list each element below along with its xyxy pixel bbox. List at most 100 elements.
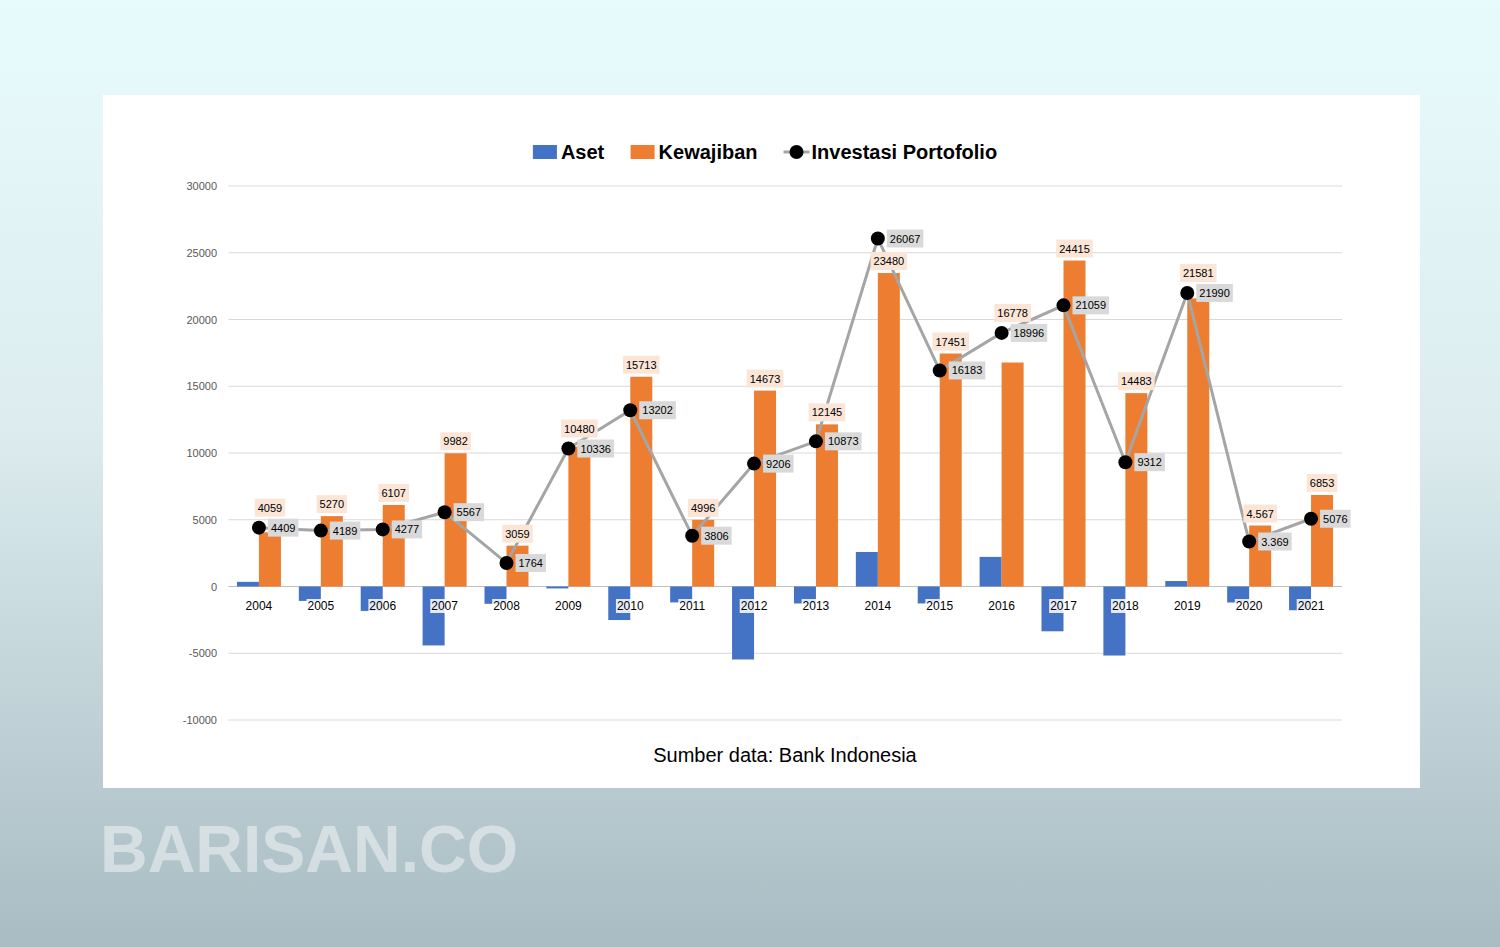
line-data-label: 16183 [952, 364, 983, 376]
line-data-label-box [1320, 510, 1350, 528]
x-tick-label: 2013 [803, 599, 830, 613]
label-patch [678, 599, 706, 613]
line-data-label: 4409 [271, 522, 295, 534]
bar-data-label-box [255, 499, 285, 517]
bar [878, 273, 900, 586]
legend-item: Aset [533, 141, 605, 163]
y-tick-label: 5000 [193, 514, 217, 526]
line-data-label-box [516, 554, 546, 572]
label-patch [1111, 599, 1140, 613]
x-tick-label: 2004 [246, 599, 273, 613]
label-patch [740, 599, 769, 613]
grid-line [228, 252, 1342, 253]
grid-line [228, 186, 1342, 187]
x-tick-label: 2010 [617, 599, 644, 613]
bar-data-label-box [994, 304, 1031, 322]
bar-data-label: 6853 [1310, 477, 1334, 489]
x-tick-label: 2021 [1298, 599, 1325, 613]
bar [546, 587, 568, 589]
bar-data-label-box [1307, 474, 1337, 492]
line-data-label-box [949, 361, 986, 379]
legend-swatch [790, 145, 804, 159]
y-tick-label: 20000 [186, 314, 217, 326]
bar-data-label: 21581 [1183, 267, 1214, 279]
grid-line [228, 386, 1342, 387]
line-data-label-box [330, 522, 360, 540]
line-data-label: 9206 [766, 458, 790, 470]
bar-data-label-box [1243, 505, 1277, 523]
legend-label: Investasi Portofolio [812, 141, 998, 163]
label-patch [306, 599, 335, 613]
plot-marks [237, 232, 1333, 660]
marker [685, 529, 699, 543]
bar-data-label: 4.567 [1246, 508, 1274, 520]
marker [252, 521, 266, 535]
bar [1165, 581, 1187, 586]
x-tick-label: 2015 [926, 599, 953, 613]
marker [500, 556, 514, 570]
bar-data-label: 5270 [320, 498, 344, 510]
bar [423, 587, 445, 646]
bar-data-label: 3059 [505, 528, 529, 540]
bar-data-label-box [809, 403, 846, 421]
bar-data-label-box [747, 370, 784, 388]
bar [383, 505, 405, 587]
line-data-label: 5567 [457, 506, 481, 518]
line-data-label-box [1258, 533, 1292, 551]
line-data-label-box [887, 230, 924, 248]
marker [438, 505, 452, 519]
bar [732, 587, 754, 660]
legend-item: Kewajiban [631, 141, 758, 163]
line-data-label: 10873 [828, 435, 859, 447]
line-data-label: 26067 [890, 233, 921, 245]
bar-data-label: 23480 [874, 255, 905, 267]
bar [980, 557, 1002, 587]
line-data-label: 21059 [1076, 299, 1107, 311]
marker [1118, 455, 1132, 469]
line-data-label: 4189 [333, 525, 357, 537]
line-data-label-box [577, 440, 614, 458]
y-tick-label: -10000 [183, 714, 217, 726]
x-tick-label: 2005 [307, 599, 334, 613]
x-tick-label: 2006 [369, 599, 396, 613]
label-patch [430, 599, 459, 613]
line-data-label-box [1073, 296, 1110, 314]
marker [1180, 286, 1194, 300]
bar-data-label-box [378, 484, 408, 502]
marker [809, 434, 823, 448]
bar-data-label-box [1056, 240, 1093, 258]
marker [314, 524, 328, 538]
watermark: BARISAN.CO [100, 812, 518, 886]
bar-data-label: 24415 [1059, 243, 1090, 255]
y-tick-label: 15000 [186, 380, 217, 392]
bar-data-label-box [317, 495, 347, 513]
bar-data-label: 14483 [1121, 375, 1152, 387]
x-tick-label: 2007 [431, 599, 458, 613]
bar-data-label-box [502, 525, 532, 543]
bar-data-label-box [688, 499, 718, 517]
marker [623, 403, 637, 417]
y-tick-label: 30000 [186, 180, 217, 192]
label-patch [368, 599, 397, 613]
x-tick-label: 2017 [1050, 599, 1077, 613]
bar [940, 354, 962, 587]
line-data-label: 3806 [704, 530, 728, 542]
label-patch [1297, 599, 1326, 613]
bar [1002, 363, 1024, 587]
line-data-label: 3.369 [1261, 536, 1289, 548]
bar-data-label: 16778 [997, 307, 1028, 319]
bar [237, 582, 259, 587]
bar [568, 447, 590, 587]
marker [1242, 535, 1256, 549]
y-tick-label: -5000 [189, 647, 217, 659]
marker [1304, 512, 1318, 526]
x-tick-label: 2011 [679, 599, 705, 613]
y-tick-label: 10000 [186, 447, 217, 459]
bar-data-label-box [440, 432, 470, 450]
legend-swatch [631, 145, 655, 159]
chart: BARISAN.CO-10000-50000500010000150002000… [0, 0, 1500, 947]
line-data-label-box [701, 527, 731, 545]
label-patch [1049, 599, 1078, 613]
bar-data-label-box [871, 252, 908, 270]
legend-label: Kewajiban [659, 141, 758, 163]
